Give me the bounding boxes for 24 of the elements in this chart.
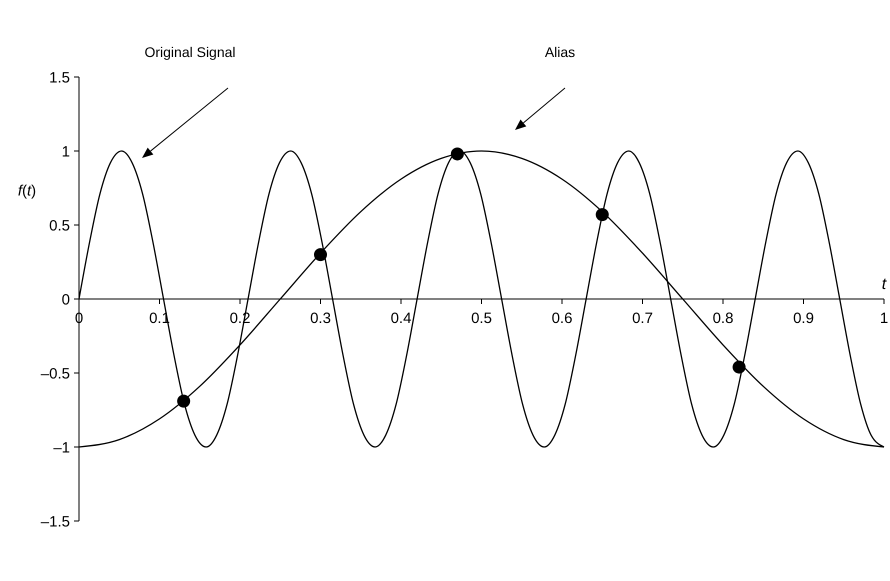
y-tick-label: –1 bbox=[53, 439, 70, 456]
x-tick-label: 0.6 bbox=[552, 310, 572, 327]
x-tick-label: 0.7 bbox=[632, 310, 653, 327]
y-axis-title: f(t) bbox=[18, 182, 36, 200]
y-tick-label: 1.5 bbox=[49, 69, 70, 86]
y-tick-label: 1 bbox=[62, 143, 70, 160]
y-tick-label: 0.5 bbox=[49, 217, 70, 234]
x-tick-label: 0.3 bbox=[310, 310, 331, 327]
x-tick-label: 0.4 bbox=[390, 310, 412, 327]
x-axis-title: t bbox=[882, 276, 887, 293]
text: Alias bbox=[544, 44, 576, 60]
y-tick-label: 0 bbox=[62, 291, 70, 308]
point bbox=[177, 394, 190, 408]
point bbox=[450, 147, 464, 160]
x-tick-label: 1 bbox=[880, 310, 888, 327]
text: Original Signal bbox=[144, 44, 236, 60]
y-tick-label: –0.5 bbox=[40, 365, 70, 382]
point bbox=[732, 360, 746, 374]
x-tick-label: 0.9 bbox=[793, 310, 814, 327]
point bbox=[596, 208, 609, 222]
x-tick-label: 0.8 bbox=[712, 310, 734, 327]
x-tick-label: 0.5 bbox=[471, 310, 492, 327]
point bbox=[314, 248, 327, 262]
y-tick-label: –1.5 bbox=[40, 513, 70, 530]
